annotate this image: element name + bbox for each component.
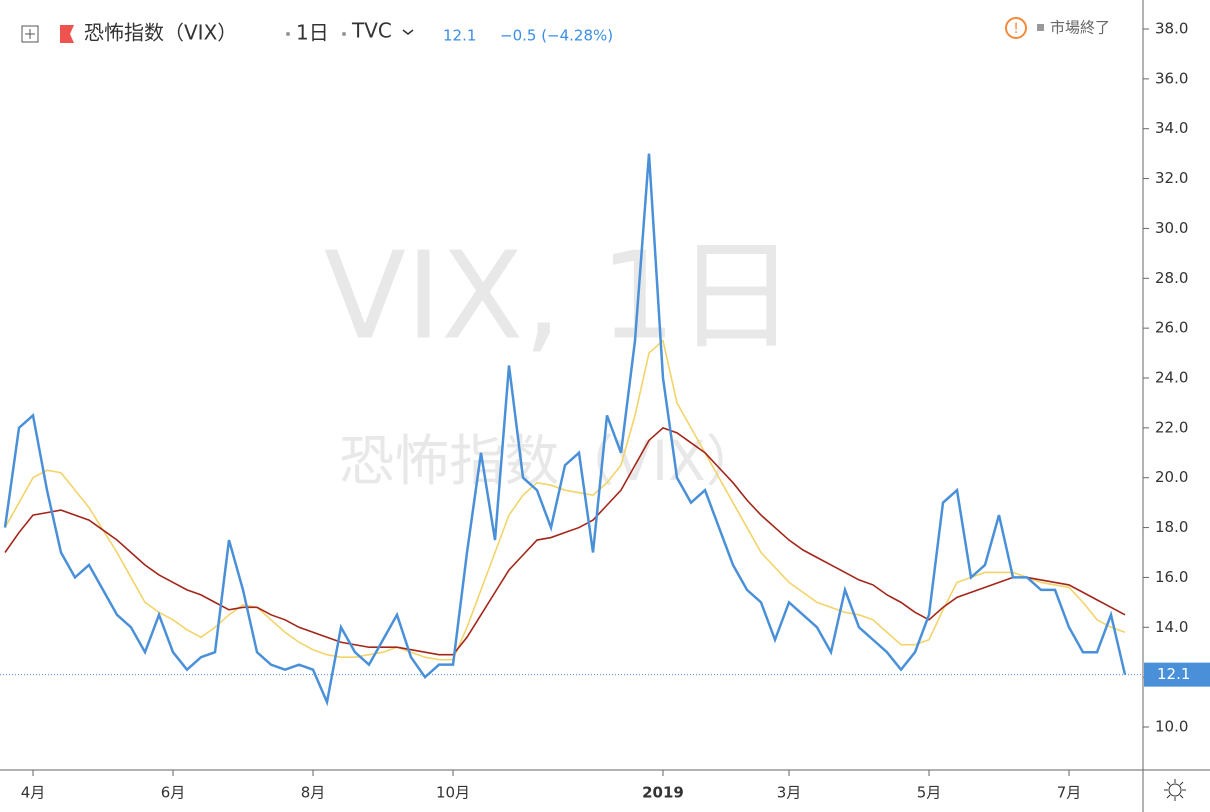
- y-tick-label: 20.0: [1155, 468, 1188, 486]
- change: −0.5 (−4.28%): [500, 27, 613, 45]
- last-price-label: 12.1: [1157, 665, 1190, 683]
- settings-icon[interactable]: [1168, 783, 1182, 797]
- x-tick-label: 7月: [1057, 784, 1082, 802]
- last-price-box: [1144, 662, 1210, 687]
- y-tick-label: 10.0: [1155, 718, 1188, 736]
- market-status: 市場終了: [1050, 19, 1110, 37]
- y-tick-label: 30.0: [1155, 219, 1188, 237]
- flag-icon: [60, 25, 74, 43]
- watermark: VIX, 1日: [324, 228, 796, 367]
- separator: [342, 32, 346, 36]
- y-tick-label: 34.0: [1155, 119, 1188, 137]
- y-tick-label: 38.0: [1155, 20, 1188, 38]
- y-tick-label: 36.0: [1155, 69, 1188, 87]
- source[interactable]: TVC: [351, 19, 392, 43]
- x-tick-label: 8月: [301, 784, 326, 802]
- dropdown-arrow[interactable]: [402, 29, 414, 35]
- series-line: [3, 153, 1127, 707]
- watermark-subtitle: 恐怖指数（VIX）: [339, 429, 761, 493]
- expand-icon[interactable]: [21, 25, 39, 43]
- y-tick-label: 14.0: [1155, 618, 1188, 636]
- series-line: [4, 426, 1126, 656]
- x-tick-label: 2019: [642, 784, 684, 802]
- settings-icon-rays: [1164, 779, 1186, 801]
- y-tick-label: 16.0: [1155, 568, 1188, 586]
- plot: [0, 153, 1143, 707]
- y-tick-label: 18.0: [1155, 518, 1188, 536]
- y-tick-label: 24.0: [1155, 369, 1188, 387]
- x-tick-label: 6月: [161, 784, 186, 802]
- y-tick-label: 32.0: [1155, 169, 1188, 187]
- expand-icon-plus: [25, 29, 35, 39]
- status-dot: [1037, 24, 1044, 31]
- y-tick-label: 26.0: [1155, 319, 1188, 337]
- interval[interactable]: 1日: [296, 21, 329, 45]
- y-tick-label: 28.0: [1155, 269, 1188, 287]
- alert-icon[interactable]: [1005, 17, 1027, 39]
- x-tick-label: 3月: [777, 784, 802, 802]
- x-tick-label: 10月: [436, 784, 470, 802]
- y-tick-label: 22.0: [1155, 418, 1188, 436]
- last-value: 12.1: [443, 27, 476, 45]
- x-tick-label: 4月: [21, 784, 46, 802]
- separator: [286, 32, 290, 36]
- alert-icon-mark: !: [1013, 21, 1019, 37]
- x-tick-label: 5月: [917, 784, 942, 802]
- series-line: [4, 339, 1126, 661]
- title: 恐怖指数（VIX）: [84, 21, 237, 45]
